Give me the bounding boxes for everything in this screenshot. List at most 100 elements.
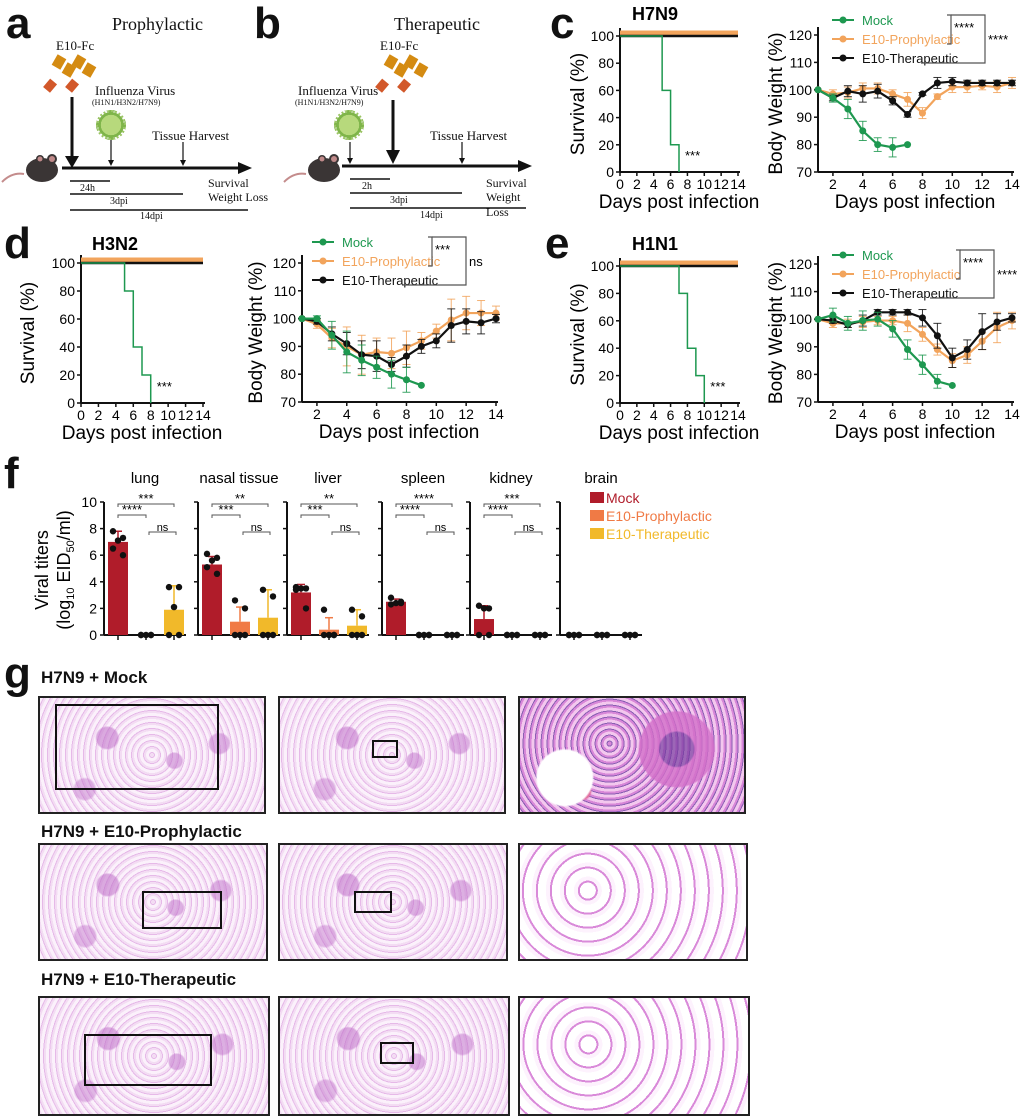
y-tick-label: 80 bbox=[598, 285, 614, 301]
y-tick-label: 0 bbox=[89, 627, 97, 643]
data-point bbox=[443, 631, 451, 639]
category-title: kidney bbox=[489, 470, 533, 487]
x-tick-label: 2 bbox=[829, 176, 837, 192]
legend-label: E10-Prophylactic bbox=[862, 267, 961, 282]
data-point bbox=[387, 601, 395, 608]
legend-label: E10-Therapeutic bbox=[862, 286, 959, 301]
data-point bbox=[373, 363, 381, 371]
data-point bbox=[353, 631, 361, 639]
interval-3dpi: 3dpi bbox=[390, 195, 408, 206]
data-point bbox=[948, 78, 956, 86]
data-point bbox=[348, 606, 356, 613]
y-tick-label: 70 bbox=[280, 394, 296, 410]
histology-image-mid-mag bbox=[278, 696, 506, 814]
significance-label: *** bbox=[435, 242, 450, 257]
significance-label: *** bbox=[307, 502, 322, 517]
data-point bbox=[1008, 79, 1016, 87]
y-tick-label: 100 bbox=[789, 82, 813, 98]
significance-bracket bbox=[211, 514, 241, 518]
significance-bracket bbox=[300, 514, 330, 518]
significance-label: *** bbox=[504, 491, 519, 506]
data-point bbox=[963, 346, 971, 354]
category-title: nasal tissue bbox=[199, 470, 278, 487]
y-axis-label: Body Weight (%) bbox=[246, 261, 267, 403]
data-point bbox=[231, 631, 239, 639]
data-point bbox=[575, 631, 583, 639]
data-point bbox=[904, 95, 912, 103]
harvest-label: Tissue Harvest bbox=[152, 128, 230, 143]
x-tick-label: 12 bbox=[974, 406, 990, 422]
data-point bbox=[859, 127, 867, 135]
y-tick-label: 0 bbox=[606, 164, 614, 180]
legend-swatch bbox=[590, 528, 604, 539]
data-point bbox=[889, 308, 897, 316]
x-tick-label: 6 bbox=[889, 406, 897, 422]
antibody-icon bbox=[43, 54, 97, 93]
x-tick-label: 0 bbox=[616, 176, 624, 192]
x-tick-label: 8 bbox=[684, 407, 692, 423]
x-tick-label: 8 bbox=[919, 176, 927, 192]
data-point bbox=[462, 317, 470, 325]
mouse-icon bbox=[1, 154, 58, 183]
data-point bbox=[904, 110, 912, 118]
data-point bbox=[859, 90, 867, 98]
data-point bbox=[448, 631, 456, 639]
histology-row-title: H7N9 + E10-Therapeutic bbox=[41, 970, 237, 989]
significance-label: **** bbox=[997, 267, 1017, 282]
interval-24h: 24h bbox=[80, 183, 95, 194]
chart-title: H1N1 bbox=[632, 234, 678, 254]
x-tick-label: 8 bbox=[919, 406, 927, 422]
virus-label: Influenza Virus bbox=[298, 83, 379, 98]
data-point bbox=[531, 631, 539, 639]
data-point bbox=[889, 90, 897, 98]
significance-bracket bbox=[395, 514, 425, 518]
data-point bbox=[432, 327, 440, 335]
data-point bbox=[477, 319, 485, 327]
data-point bbox=[933, 377, 941, 385]
x-tick-label: 6 bbox=[129, 407, 137, 423]
data-point bbox=[904, 308, 912, 316]
data-point bbox=[814, 86, 822, 94]
data-point bbox=[492, 315, 500, 323]
category-title: liver bbox=[314, 470, 342, 487]
data-point bbox=[874, 87, 882, 95]
legend-marker bbox=[839, 35, 847, 43]
antibody-label: E10-Fc bbox=[56, 38, 95, 53]
data-point bbox=[844, 87, 852, 95]
legend-label: E10-Therapeutic bbox=[606, 526, 710, 542]
x-tick-label: 2 bbox=[633, 176, 641, 192]
x-tick-label: 12 bbox=[713, 407, 729, 423]
zoom-region-box bbox=[142, 891, 222, 929]
y-tick-label: 120 bbox=[273, 255, 297, 271]
data-point bbox=[264, 631, 272, 639]
mouse-icon bbox=[283, 154, 340, 183]
data-point bbox=[874, 141, 882, 149]
y-tick-label: 60 bbox=[598, 313, 614, 329]
data-point bbox=[320, 606, 328, 613]
legend-marker bbox=[319, 238, 327, 246]
x-axis-label: Days post infection bbox=[835, 192, 996, 213]
y-tick-label: 90 bbox=[796, 109, 812, 125]
interval-3dpi: 3dpi bbox=[110, 196, 128, 207]
data-point bbox=[480, 605, 488, 612]
y-tick-label: 20 bbox=[59, 367, 75, 383]
data-point bbox=[844, 319, 852, 327]
legend-swatch bbox=[590, 510, 604, 521]
data-point bbox=[320, 631, 328, 639]
y-tick-label: 100 bbox=[591, 258, 615, 274]
y-tick-label: 80 bbox=[59, 283, 75, 299]
schematic-title: Therapeutic bbox=[394, 14, 480, 34]
readout-weight-loss: Weight Loss bbox=[208, 190, 269, 204]
significance-label: *** bbox=[218, 502, 233, 517]
viral-titer-chart: Viral titers(log10 EID50/ml) 0 2 4 6 8 10 lung *… bbox=[32, 470, 712, 643]
data-point bbox=[165, 583, 173, 591]
significance-label: *** bbox=[138, 491, 153, 506]
antibody-label: E10-Fc bbox=[380, 38, 419, 53]
data-point bbox=[626, 631, 634, 639]
survival-line-mock bbox=[81, 262, 152, 403]
data-point bbox=[963, 79, 971, 87]
legend-marker bbox=[839, 16, 847, 24]
data-point bbox=[165, 631, 173, 639]
data-point bbox=[119, 534, 127, 542]
y-tick-label: 100 bbox=[789, 311, 813, 327]
